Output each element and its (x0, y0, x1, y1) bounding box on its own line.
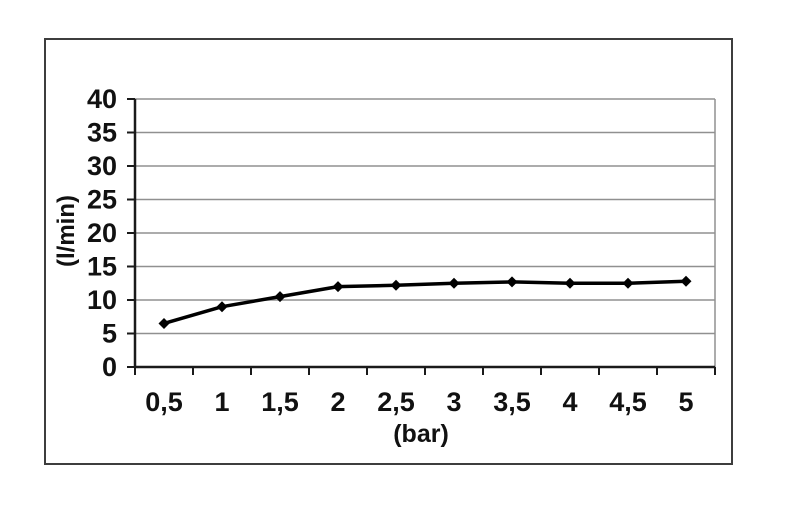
chart-frame (44, 38, 733, 465)
data-point-marker (390, 279, 402, 291)
y-tick-label: 20 (87, 218, 117, 248)
x-tick-label: 1,5 (261, 387, 299, 417)
data-point-marker (506, 276, 518, 288)
x-axis-title: (bar) (393, 420, 449, 448)
y-tick-label: 15 (87, 252, 117, 282)
series-line (162, 279, 688, 326)
y-tick-label: 25 (87, 185, 117, 215)
x-tick-label: 0,5 (145, 387, 183, 417)
data-point-marker (680, 275, 692, 287)
data-point-marker (448, 277, 460, 289)
x-tick-label: 4,5 (609, 387, 647, 417)
data-point-marker (564, 277, 576, 289)
y-tick-label: 30 (87, 151, 117, 181)
data-point-marker (158, 317, 170, 329)
x-tick-label: 3,5 (493, 387, 531, 417)
y-tick-label: 0 (102, 352, 117, 382)
y-tick-label: 5 (102, 319, 117, 349)
x-tick-label: 5 (678, 387, 693, 417)
y-tick-label: 40 (87, 84, 117, 114)
data-point-marker (274, 291, 286, 303)
x-tick-label: 2 (330, 387, 345, 417)
data-point-marker (216, 301, 228, 313)
x-tick-label: 3 (446, 387, 461, 417)
data-point-marker (622, 277, 634, 289)
y-tick-label: 35 (87, 118, 117, 148)
y-tick-label: 10 (87, 285, 117, 315)
y-axis-title: (l/min) (53, 195, 80, 267)
x-tick-label: 1 (214, 387, 229, 417)
x-tick-label: 2,5 (377, 387, 415, 417)
x-tick-label: 4 (562, 387, 577, 417)
data-point-marker (332, 281, 344, 293)
